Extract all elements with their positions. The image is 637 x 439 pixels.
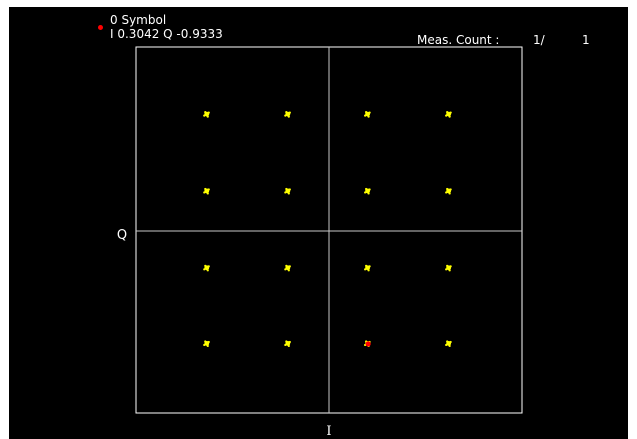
symbol-point <box>284 340 291 348</box>
symbol-point <box>364 111 371 118</box>
symbol-point <box>284 264 291 272</box>
symbol-point <box>203 264 210 272</box>
meas-count-label: Meas. Count : <box>417 33 500 47</box>
symbol-point <box>445 111 452 118</box>
marker-indicator-dot <box>98 25 103 30</box>
symbol-point <box>364 264 371 272</box>
symbol-points <box>203 111 452 348</box>
symbol-point <box>284 111 291 118</box>
meas-count-current: 1/ <box>533 33 545 47</box>
symbol-point <box>445 187 452 195</box>
symbol-point <box>445 340 452 348</box>
x-axis-label: I <box>326 424 331 439</box>
marker-point <box>365 341 371 347</box>
symbol-point <box>203 340 210 348</box>
constellation-display: 0 Symbol I 0.3042 Q -0.9333 Meas. Count … <box>9 7 628 439</box>
constellation-plot: Q I <box>117 46 523 439</box>
symbol-point <box>445 264 452 272</box>
symbol-point <box>203 111 210 118</box>
marker-readout: I 0.3042 Q -0.9333 <box>110 27 223 41</box>
meas-count-total: 1 <box>582 33 590 47</box>
symbol-point <box>284 187 291 195</box>
marker-label: 0 Symbol <box>110 13 167 27</box>
symbol-point <box>203 187 210 195</box>
y-axis-label: Q <box>117 228 127 243</box>
symbol-point <box>364 187 371 195</box>
